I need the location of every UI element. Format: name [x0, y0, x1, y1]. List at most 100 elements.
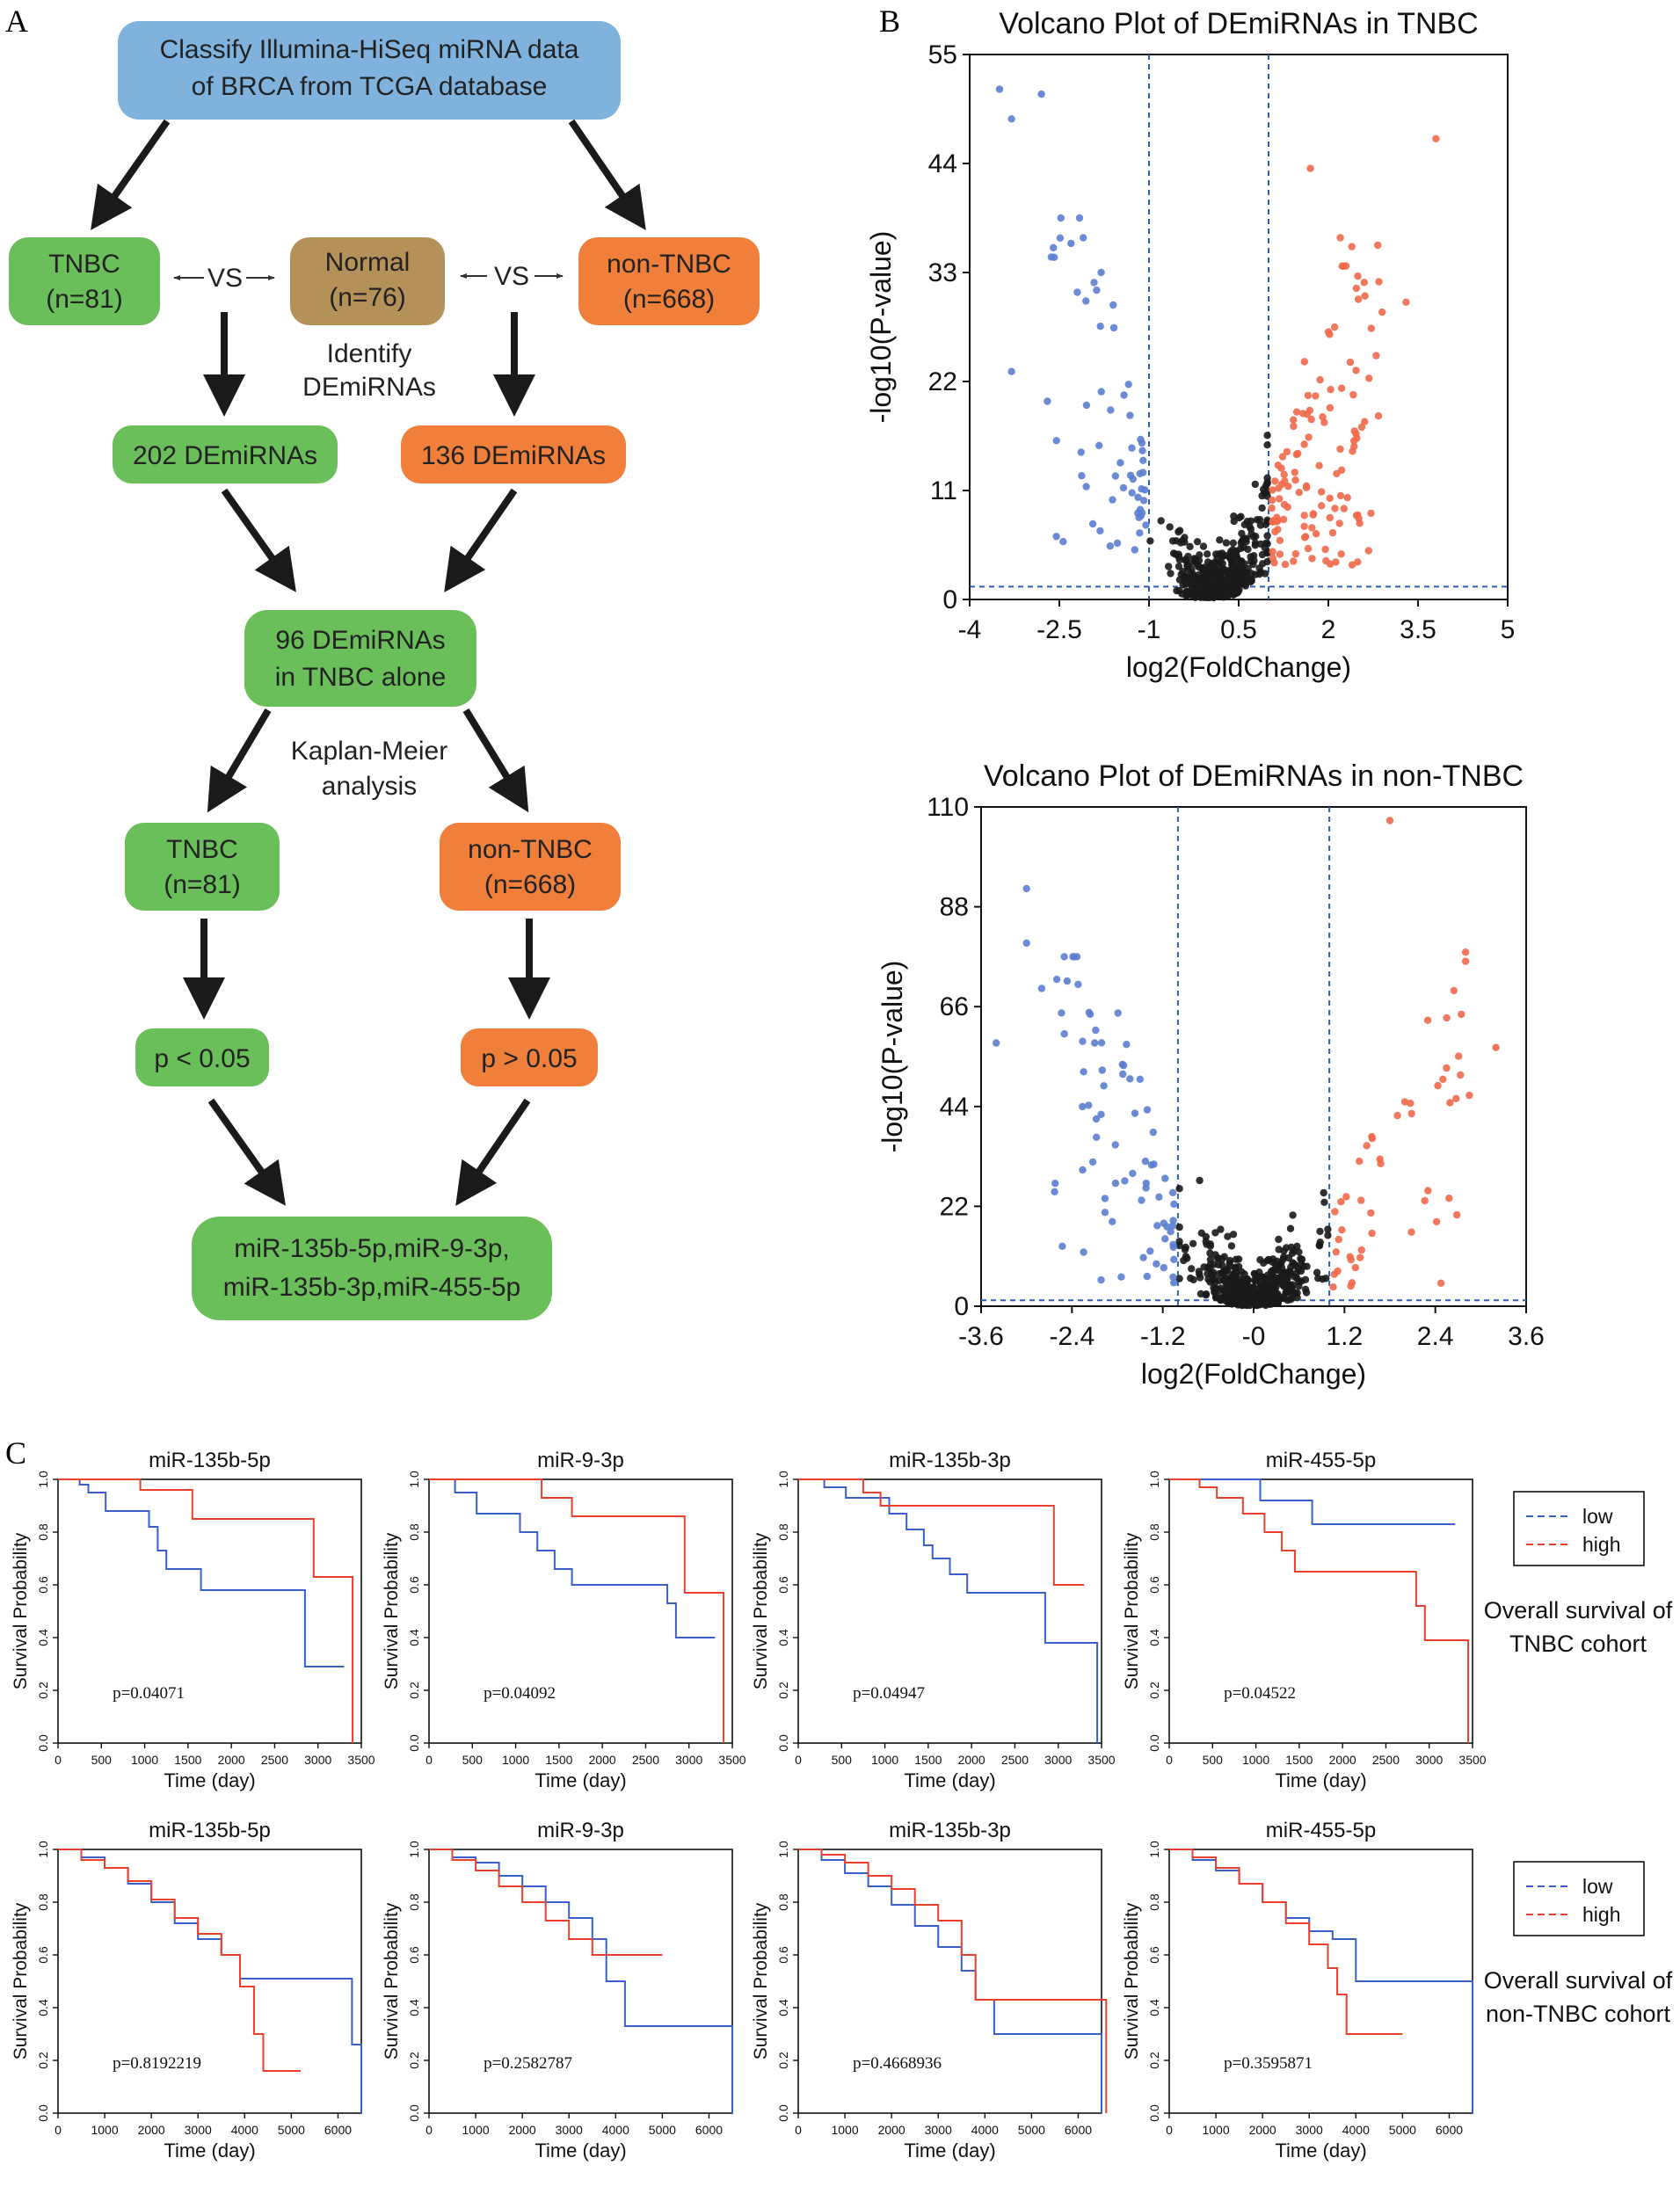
km-y-tick-label: 0.8 [36, 1893, 50, 1911]
x-axis-label: log2(FoldChange) [1126, 651, 1351, 683]
point-down [1058, 1242, 1066, 1251]
point-up [1330, 323, 1339, 331]
point-up [1368, 1229, 1376, 1238]
km-x-tick-label: 4000 [602, 2123, 629, 2137]
point-up [1432, 1217, 1441, 1226]
point-up [1376, 1155, 1384, 1163]
point-ns [1204, 1263, 1212, 1272]
point-up [1347, 1256, 1356, 1264]
point-up [1337, 1198, 1345, 1206]
km-y-tick-label: 0.2 [36, 1682, 50, 1699]
point-up [1352, 367, 1360, 374]
x-tick-label: 1.2 [1326, 1322, 1363, 1351]
point-down [1126, 1075, 1134, 1083]
point-up [1348, 561, 1356, 569]
point-up [1322, 556, 1330, 565]
result-line-2: miR-135b-3p,miR-455-5p [223, 1273, 520, 1302]
point-down [1079, 1102, 1087, 1111]
km-x-tick-label: 3000 [185, 2123, 212, 2137]
point-ns [1262, 1275, 1271, 1283]
point-ns [1210, 1283, 1218, 1292]
point-up [1374, 241, 1382, 250]
point-down [1097, 268, 1105, 277]
y-axis-label: -log10(P-value) [865, 231, 897, 424]
point-down [1167, 1228, 1175, 1236]
p-non-label: p > 0.05 [481, 1044, 577, 1073]
km-title: miR-9-3p [537, 1449, 624, 1472]
point-up [1432, 134, 1440, 142]
point-ns [1288, 1249, 1297, 1257]
km-curve-high [429, 1478, 725, 1743]
point-ns [1287, 1243, 1296, 1252]
point-up [1342, 262, 1350, 270]
p-tnbc-label: p < 0.05 [154, 1044, 250, 1073]
point-ns [1195, 1268, 1204, 1275]
point-up [1300, 522, 1308, 530]
point-up [1303, 410, 1312, 418]
point-ns [1229, 1231, 1238, 1239]
point-down [1085, 1008, 1094, 1017]
km-x-tick-label: 1000 [831, 2123, 858, 2137]
dem-alone-box [244, 610, 476, 707]
point-down [1051, 1188, 1058, 1196]
point-ns [1247, 553, 1255, 561]
km-y-tick-label: 0.2 [36, 2052, 50, 2069]
km-x-tick-label: 0 [795, 2123, 802, 2137]
point-down [1082, 483, 1090, 490]
km-y-tick-label: 0.0 [776, 2104, 790, 2122]
km-y-tick-label: 0.8 [776, 1523, 790, 1541]
point-down [1082, 401, 1091, 410]
point-ns [1267, 1268, 1276, 1275]
point-down [1111, 472, 1120, 480]
point-down [1136, 1075, 1145, 1084]
km-x-tick-label: 3000 [304, 1753, 331, 1767]
point-up [1357, 423, 1366, 432]
km-x-tick-label: 0 [1166, 2123, 1173, 2137]
vs-left: VS [207, 264, 243, 293]
point-ns [1271, 1290, 1279, 1297]
point-ns [1217, 1225, 1225, 1233]
y-tick-label: 55 [928, 40, 957, 69]
non-tnbc-box [578, 237, 760, 325]
km-y-tick-label: 0.8 [407, 1523, 421, 1541]
point-down [1067, 239, 1075, 248]
km-title: miR-135b-3p [889, 1819, 1011, 1842]
point-down [1143, 1272, 1152, 1281]
km-y-axis-label: Survival Probability [1122, 1532, 1142, 1689]
km-y-tick-label: 0.0 [36, 2104, 50, 2122]
point-up [1315, 461, 1323, 469]
point-down [1079, 1166, 1087, 1174]
point-up [1269, 548, 1276, 556]
point-up [1332, 1248, 1341, 1256]
point-down [1088, 1158, 1097, 1166]
point-up [1352, 512, 1361, 519]
point-up [1407, 1100, 1415, 1108]
km-x-tick-label: 3000 [1415, 1753, 1443, 1767]
km-x-tick-label: 1500 [545, 1753, 572, 1767]
km-y-axis-label: Survival Probability [1122, 1902, 1142, 2060]
point-ns [1225, 1259, 1233, 1267]
point-ns [1263, 441, 1271, 449]
point-ns [1211, 1229, 1219, 1237]
km-curve-low [798, 1849, 1102, 2113]
point-ns [1247, 578, 1255, 586]
km-pvalue: p=0.4668936 [853, 2054, 942, 2073]
point-down [1060, 953, 1068, 961]
km-curve-low [798, 1478, 1099, 1743]
point-down [1095, 441, 1103, 449]
point-ns [1263, 532, 1271, 540]
point-down [1074, 980, 1082, 989]
point-down [1143, 1106, 1152, 1114]
point-ns [1315, 1242, 1324, 1250]
point-ns [1263, 432, 1271, 440]
legend-low-label: low [1582, 1875, 1613, 1898]
y-axis-label: -log10(P-value) [876, 961, 908, 1153]
point-ns [1244, 545, 1252, 554]
point-up [1360, 279, 1369, 287]
km-x-tick-label: 1000 [502, 1753, 529, 1767]
x-axis-label: log2(FoldChange) [1141, 1358, 1366, 1390]
point-down [1117, 1273, 1125, 1281]
point-down [1080, 234, 1087, 242]
tnbc-box [9, 237, 160, 325]
y-tick-label: 0 [942, 585, 957, 614]
